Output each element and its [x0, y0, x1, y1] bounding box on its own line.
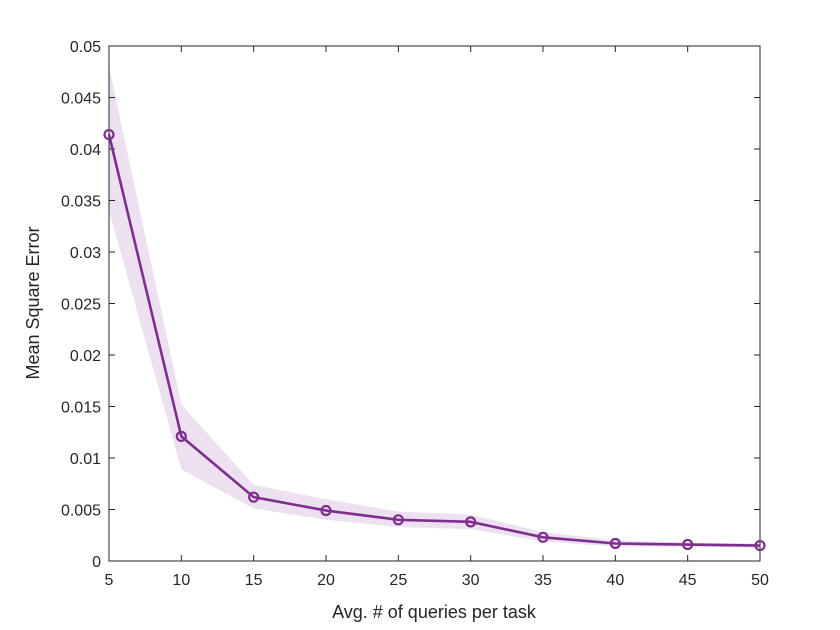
data-point-marker [609, 537, 621, 550]
y-axis-title: Mean Square Error [23, 226, 43, 379]
y-tick-label: 0.05 [70, 39, 101, 56]
data-point-marker [248, 491, 260, 503]
data-point-marker [103, 128, 115, 141]
y-tick-label: 0.045 [61, 91, 101, 108]
data-point-marker [682, 538, 694, 551]
plot-background [109, 46, 760, 561]
x-tick-label: 45 [679, 572, 697, 589]
series-marker-layer [103, 128, 766, 552]
data-point-marker [465, 516, 477, 528]
y-tick-label: 0.04 [70, 142, 101, 159]
x-tick-label: 30 [462, 572, 480, 589]
y-tick-label: 0.025 [61, 297, 101, 314]
x-tick-label: 50 [751, 572, 769, 589]
x-tick-label: 10 [172, 572, 190, 589]
x-tick-label: 35 [534, 572, 552, 589]
x-tick-label: 20 [317, 572, 335, 589]
series-0-line [107, 134, 761, 547]
data-point-marker [754, 539, 766, 552]
x-tick-label: 40 [606, 572, 624, 589]
y-tick-label: 0.03 [70, 245, 101, 262]
x-tick-label: 15 [245, 572, 263, 589]
tick-label-layer: 5 10 15 20 25 30 35 40 45 50 0 0.005 0.01 0.015 0.02 0.… [61, 39, 769, 589]
data-point-marker [175, 430, 187, 442]
x-axis-title: Avg. # of queries per task [332, 602, 537, 622]
data-point-marker [392, 514, 404, 526]
y-tick-label: 0.02 [70, 348, 101, 365]
y-tick-label: 0 [92, 554, 101, 571]
x-tick-label: 25 [389, 572, 407, 589]
data-point-marker [320, 504, 332, 517]
data-point-marker [537, 531, 549, 543]
y-tick-label: 0.015 [61, 400, 101, 417]
series-line-layer [107, 134, 761, 547]
x-tick-label: 5 [105, 572, 114, 589]
y-tick-label: 0.01 [70, 451, 101, 468]
y-tick-label: 0.035 [61, 194, 101, 211]
y-tick-label: 0.005 [61, 503, 101, 520]
